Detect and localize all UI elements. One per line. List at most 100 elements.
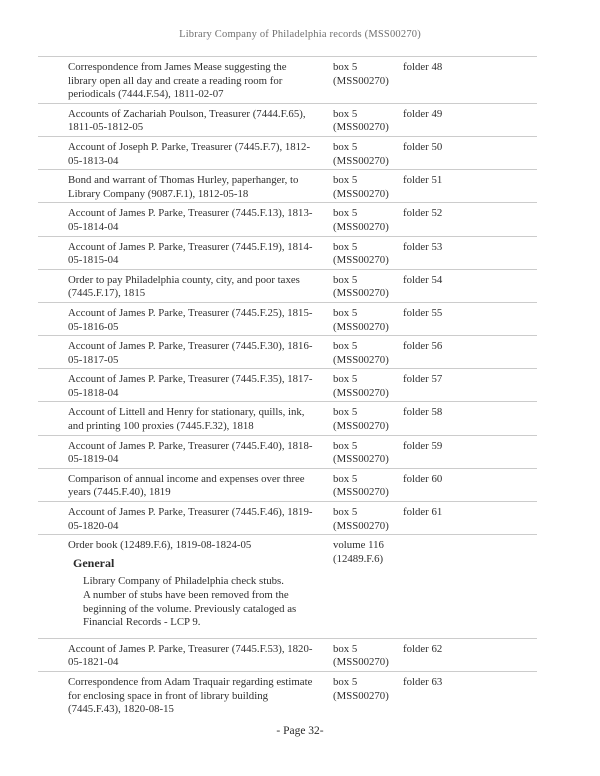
record-folder: folder 55 (403, 306, 443, 319)
record-container-cell: box 5 (MSS00270) (333, 307, 403, 334)
container-label: box 5 (333, 107, 358, 120)
record-description-cell: Accounts of Zachariah Poulson, Treasurer… (38, 108, 333, 135)
container-label: box 5 (333, 642, 358, 655)
record-description: Accounts of Zachariah Poulson, Treasurer… (68, 107, 306, 134)
record-description-cell: Account of James P. Parke, Treasurer (74… (38, 440, 333, 467)
record-description: Account of Joseph P. Parke, Treasurer (7… (68, 140, 311, 167)
table-row: Accounts of Zachariah Poulson, Treasurer… (38, 102, 537, 136)
table-row: Account of Joseph P. Parke, Treasurer (7… (38, 135, 537, 169)
container-collection-id: (MSS00270) (333, 320, 389, 333)
record-description: Correspondence from James Mease suggesti… (68, 61, 287, 101)
table-row: Order book (12489.F.6), 1819-08-1824-05 … (38, 534, 537, 638)
table-row: Bond and warrant of Thomas Hurley, paper… (38, 169, 537, 202)
table-row: Account of James P. Parke, Treasurer (74… (38, 368, 537, 401)
container-collection-id: (MSS00270) (333, 519, 389, 532)
table-row: Order to pay Philadelphia county, city, … (38, 268, 537, 302)
record-description: Bond and warrant of Thomas Hurley, paper… (68, 174, 299, 200)
container-label: box 5 (333, 439, 358, 452)
record-folder: folder 54 (403, 273, 443, 286)
record-folder: folder 58 (403, 406, 443, 419)
record-description-cell: Account of James P. Parke, Treasurer (74… (38, 241, 333, 268)
record-folder: folder 63 (403, 675, 443, 688)
table-row: Correspondence from James Mease suggesti… (38, 56, 537, 103)
container-label: box 5 (333, 140, 358, 153)
record-description-cell: Account of James P. Parke, Treasurer (74… (38, 307, 333, 334)
note-text: Library Company of Philadelphia check st… (83, 575, 284, 588)
record-folder: folder 57 (403, 373, 443, 386)
container-label: box 5 (333, 472, 358, 485)
record-folder: folder 53 (403, 240, 443, 253)
record-description: Order book (12489.F.6), 1819-08-1824-05 (68, 539, 252, 552)
record-description: Account of James P. Parke, Treasurer (74… (68, 439, 313, 466)
record-description: Correspondence from Adam Traquair regard… (68, 675, 313, 716)
container-collection-id: (MSS00270) (333, 353, 389, 366)
container-collection-id: (MSS00270) (333, 486, 389, 499)
table-row: Correspondence from Adam Traquair regard… (38, 670, 537, 718)
record-container-cell: box 5 (MSS00270) (333, 108, 403, 135)
container-collection-id: (MSS00270) (333, 254, 389, 267)
record-description-cell: Correspondence from James Mease suggesti… (38, 61, 333, 102)
record-description: Account of James P. Parke, Treasurer (74… (68, 642, 313, 669)
container-label: box 5 (333, 240, 358, 253)
container-label: box 5 (333, 373, 358, 386)
table-row: Account of James P. Parke, Treasurer (74… (38, 434, 537, 468)
record-description: Order to pay Philadelphia county, city, … (68, 273, 300, 300)
record-description-cell: Comparison of annual income and expenses… (38, 473, 333, 500)
container-label: box 5 (333, 61, 358, 73)
container-collection-id: (MSS00270) (333, 453, 389, 466)
record-container-cell: box 5 (MSS00270) (333, 473, 403, 500)
record-description-cell: Correspondence from Adam Traquair regard… (38, 676, 333, 717)
table-row: Account of James P. Parke, Treasurer (74… (38, 202, 537, 235)
container-collection-id: (MSS00270) (333, 386, 389, 399)
table-row: Comparison of annual income and expenses… (38, 467, 537, 501)
document-header: Library Company of Philadelphia records … (0, 29, 600, 40)
record-description-cell: Order book (12489.F.6), 1819-08-1824-05 … (38, 539, 333, 630)
note-text: A number of stubs have been removed from… (83, 589, 297, 629)
record-description: Account of James P. Parke, Treasurer (74… (68, 306, 313, 333)
record-description: Account of James P. Parke, Treasurer (74… (68, 207, 313, 233)
record-description-cell: Account of James P. Parke, Treasurer (74… (38, 207, 333, 234)
page-number: - Page 32- (276, 725, 324, 737)
record-description: Comparison of annual income and expenses… (68, 472, 305, 499)
container-label: box 5 (333, 406, 358, 419)
record-container-cell: box 5 (MSS00270) (333, 141, 403, 168)
record-description-cell: Account of James P. Parke, Treasurer (74… (38, 340, 333, 367)
container-label: box 5 (333, 506, 358, 519)
record-description: Account of James P. Parke, Treasurer (74… (68, 506, 313, 532)
record-folder: folder 49 (403, 107, 443, 120)
container-label: box 5 (333, 340, 358, 353)
record-folder: folder 62 (403, 642, 443, 655)
record-container-cell: box 5 (MSS00270) (333, 241, 403, 268)
container-label: box 5 (333, 174, 358, 187)
container-label: volume 116 (333, 539, 384, 552)
record-folder: folder 59 (403, 439, 443, 452)
record-description: Account of James P. Parke, Treasurer (74… (68, 373, 313, 399)
record-folder: folder 48 (403, 61, 443, 73)
record-description-cell: Account of James P. Parke, Treasurer (74… (38, 506, 333, 533)
record-container-cell: box 5 (MSS00270) (333, 340, 403, 367)
record-container-cell: box 5 (MSS00270) (333, 506, 403, 533)
record-container-cell: box 5 (MSS00270) (333, 440, 403, 467)
table-row: Account of James P. Parke, Treasurer (74… (38, 637, 537, 671)
container-label: box 5 (333, 306, 358, 319)
record-description: Account of Littell and Henry for station… (68, 406, 305, 433)
table-row: Account of James P. Parke, Treasurer (74… (38, 235, 537, 269)
record-folder: folder 51 (403, 174, 443, 187)
container-collection-id: (MSS00270) (333, 287, 389, 300)
record-folder: folder 60 (403, 472, 443, 485)
container-collection-id: (MSS00270) (333, 121, 389, 134)
record-folder: folder 61 (403, 506, 443, 519)
record-description-cell: Account of James P. Parke, Treasurer (74… (38, 643, 333, 670)
container-collection-id: (MSS00270) (333, 656, 389, 669)
record-folder (403, 539, 537, 630)
record-container-cell: box 5 (MSS00270) (333, 373, 403, 400)
record-container-cell: box 5 (MSS00270) (333, 643, 403, 670)
record-description-cell: Order to pay Philadelphia county, city, … (38, 274, 333, 301)
record-folder: folder 50 (403, 140, 443, 153)
container-collection-id: (MSS00270) (333, 220, 389, 233)
container-collection-id: (MSS00270) (333, 420, 389, 433)
record-description-cell: Account of Littell and Henry for station… (38, 406, 333, 433)
table-row: Account of James P. Parke, Treasurer (74… (38, 301, 537, 335)
record-container-cell: box 5 (MSS00270) (333, 406, 403, 433)
